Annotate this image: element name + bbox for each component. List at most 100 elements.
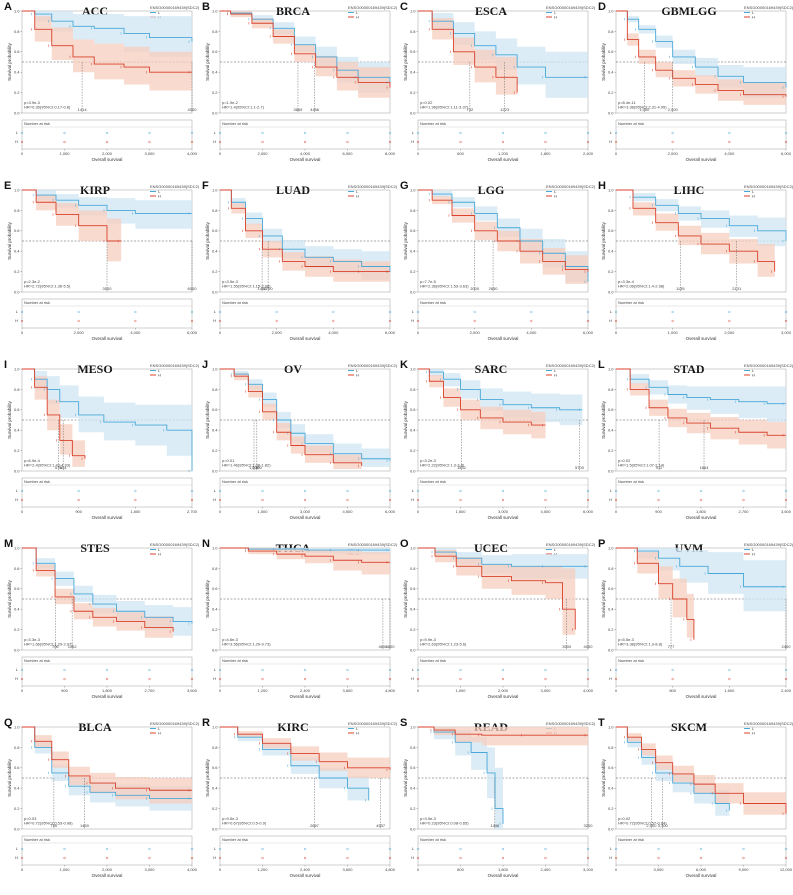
panel-letter: D xyxy=(598,1,606,13)
km-panel-uvm: P UVM ENSG00000169439(SDC2) L H 0.0 0.2 0.4 0.6 0… xyxy=(594,537,793,716)
risk-marker-low xyxy=(148,668,151,672)
x-tick-label: 1,600 xyxy=(498,867,509,872)
y-tick-label: 0.2 xyxy=(410,269,416,274)
median-label: 1532 xyxy=(457,465,467,470)
y-tick-label: 0.8 xyxy=(212,566,218,571)
risk-row-high: H xyxy=(411,676,414,681)
survival-curve-high xyxy=(616,368,786,436)
risk-marker-low xyxy=(416,310,420,314)
risk-row-low: L xyxy=(412,130,415,135)
risk-row-low: L xyxy=(412,667,415,672)
p-value: p=6.9e-4 xyxy=(24,458,41,463)
y-tick-label: 1.0 xyxy=(410,8,416,13)
y-tick-label: 0.2 xyxy=(212,269,218,274)
risk-marker-low xyxy=(134,489,137,493)
x-tick-label: 0 xyxy=(219,688,222,693)
km-panel-svg: Q BLCA ENSG00000169439(SDC2)LH0.00.20.40.6… xyxy=(4,717,200,878)
x-tick-label: 6,000 xyxy=(583,509,594,514)
y-axis-label: Survival probability xyxy=(403,579,408,618)
y-tick-label: 0.4 xyxy=(14,607,20,612)
risk-marker-high xyxy=(657,498,660,502)
median-label: 3200 xyxy=(584,823,594,828)
median-label: 1469 xyxy=(80,823,90,828)
risk-row-high: H xyxy=(15,855,18,860)
y-tick-label: 1.0 xyxy=(608,366,614,371)
p-value: p=9.9e-3 xyxy=(420,637,437,642)
x-tick-label: 2,000 xyxy=(668,151,679,156)
risk-row-low: L xyxy=(214,667,217,672)
legend-title: ENSG00000169439(SDC2) xyxy=(744,542,793,547)
legend-high-label: H xyxy=(752,731,755,736)
panel-letter: Q xyxy=(4,717,13,729)
y-axis-label: Survival probability xyxy=(601,42,606,81)
risk-marker-high xyxy=(742,498,745,502)
risk-marker-low xyxy=(657,847,660,851)
confidence-band-low xyxy=(22,548,192,638)
median-label: 6000 xyxy=(188,286,198,291)
hazard-ratio: HR=2.22(95%CI:1.3-3.8) xyxy=(420,463,465,468)
panel-letter: G xyxy=(400,180,409,192)
legend-title: ENSG00000169439(SDC2) xyxy=(150,5,200,10)
x-tick-label: 2,000 xyxy=(102,151,113,156)
hazard-ratio: HR=0.23(95%CI:0.08-0.65) xyxy=(420,821,469,826)
y-tick-label: 0.0 xyxy=(608,110,614,115)
risk-marker-low xyxy=(190,310,194,314)
y-tick-label: 0.2 xyxy=(14,269,20,274)
x-tick-label: 0 xyxy=(615,509,618,514)
risk-row-high: H xyxy=(411,318,414,323)
y-tick-label: 0.6 xyxy=(608,407,614,412)
median-label: 1700 xyxy=(264,286,274,291)
y-axis-label: Survival probability xyxy=(205,42,210,81)
km-panel-brca: B BRCA ENSG00000169439(SDC2) L H 0.0 0.2 0.4 0.6… xyxy=(198,0,398,179)
risk-marker-low xyxy=(671,131,674,135)
hazard-ratio: HR=3.56(95%CI:1.29-9.73) xyxy=(222,642,271,647)
risk-table-frame xyxy=(417,298,589,329)
x-tick-label: 2,700 xyxy=(144,688,155,693)
risk-table-frame xyxy=(615,119,787,150)
x-tick-label: 600 xyxy=(457,151,464,156)
risk-marker-high xyxy=(346,856,349,860)
risk-table-frame xyxy=(615,656,787,687)
y-tick-label: 0.6 xyxy=(410,765,416,770)
km-panel-kirc: R KIRC ENSG00000169439(SDC2) L H 0.0 0.2 0.4 0.6… xyxy=(198,716,398,895)
y-tick-label: 0.0 xyxy=(410,468,416,473)
risk-table-title: Number at risk xyxy=(222,300,248,305)
p-value: p=3.2e-3 xyxy=(420,458,437,463)
risk-table-title: Number at risk xyxy=(222,121,248,126)
risk-marker-high xyxy=(728,140,731,144)
risk-marker-low xyxy=(218,310,222,314)
x-tick-label: 1,000 xyxy=(668,330,679,335)
risk-marker-high xyxy=(303,140,307,144)
hazard-ratio: HR=0.72(95%CI:0.53-0.98) xyxy=(24,821,73,826)
km-panel-svg: E KIRP ENSG00000169439(SDC2)LH0.00.20.40.6… xyxy=(4,180,200,341)
x-tick-label: 3,600 xyxy=(342,688,353,693)
survival-curve-high xyxy=(418,368,546,426)
risk-marker-high xyxy=(148,677,151,681)
y-tick-label: 0.2 xyxy=(608,448,614,453)
y-tick-label: 0.8 xyxy=(212,208,218,213)
x-tick-label: 2,700 xyxy=(738,509,749,514)
x-axis-label: Overall survival xyxy=(92,694,123,699)
y-axis-label: Survival probability xyxy=(205,579,210,618)
median-label: 2131 xyxy=(732,286,742,291)
risk-marker-high xyxy=(261,677,264,681)
x-tick-label: 3,600 xyxy=(187,688,198,693)
x-tick-label: 3,600 xyxy=(342,867,353,872)
p-value: p=3.3e-3 xyxy=(24,637,41,642)
y-tick-label: 1.0 xyxy=(212,724,218,729)
risk-marker-low xyxy=(742,847,745,851)
risk-marker-high xyxy=(586,319,590,323)
y-tick-label: 0.8 xyxy=(14,387,20,392)
km-panel-svg: R KIRC ENSG00000169439(SDC2)LH0.00.20.40.6… xyxy=(202,717,398,878)
risk-row-low: L xyxy=(412,309,415,314)
x-tick-label: 2,400 xyxy=(300,867,311,872)
x-tick-label: 6,000 xyxy=(583,330,594,335)
x-tick-label: 900 xyxy=(61,688,68,693)
y-tick-label: 0.2 xyxy=(608,269,614,274)
risk-row-low: L xyxy=(610,309,613,314)
km-panel-svg: T SKCM ENSG00000169439(SDC2)LH0.00.20.40.6… xyxy=(598,717,793,878)
median-label: 2667 xyxy=(310,823,320,828)
risk-marker-high xyxy=(728,319,731,323)
risk-row-low: L xyxy=(610,488,613,493)
risk-marker-low xyxy=(501,668,505,672)
